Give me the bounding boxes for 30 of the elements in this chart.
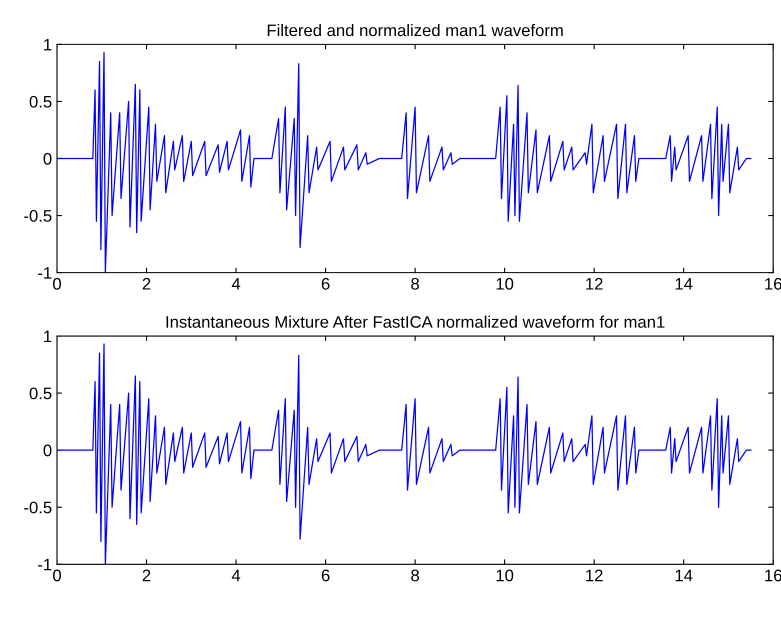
x-tick-label: 0 <box>53 570 61 582</box>
line-series <box>57 343 752 564</box>
y-tick-label: 0.5 <box>30 387 52 400</box>
x-tick-label: 12 <box>586 278 603 290</box>
y-tick-label: 0.5 <box>30 96 52 108</box>
x-tick-label: 14 <box>676 278 692 290</box>
x-tick-label: 14 <box>676 570 692 582</box>
y-tick-label: -1 <box>38 267 52 279</box>
y-tick-label: 1 <box>44 38 52 50</box>
chart-title: Instantaneous Mixture After FastICA normalized waveform for man1 <box>166 316 664 328</box>
y-tick-label: 1 <box>44 330 52 342</box>
x-tick-label: 4 <box>232 278 240 290</box>
x-tick-label: 2 <box>142 278 150 290</box>
y-tick-label: -0.5 <box>24 502 52 514</box>
x-tick-label: 8 <box>411 570 420 582</box>
y-tick-label: 0 <box>44 444 52 456</box>
x-tick-label: 0 <box>53 278 61 290</box>
x-tick-label: 12 <box>586 570 603 582</box>
x-tick-label: 10 <box>496 570 514 582</box>
y-tick-label: 0 <box>44 152 52 165</box>
x-tick-label: 10 <box>496 278 514 290</box>
x-tick-label: 6 <box>322 278 330 290</box>
line-series <box>57 52 752 273</box>
y-tick-label: -1 <box>38 558 52 570</box>
chart-title: Filtered and normalized man1 waveform <box>268 24 563 36</box>
y-tick-label: -0.5 <box>24 210 52 222</box>
x-tick-label: 2 <box>142 570 150 582</box>
x-tick-label: 8 <box>411 278 420 290</box>
x-tick-label: 4 <box>232 570 240 582</box>
x-tick-label: 6 <box>322 570 330 582</box>
